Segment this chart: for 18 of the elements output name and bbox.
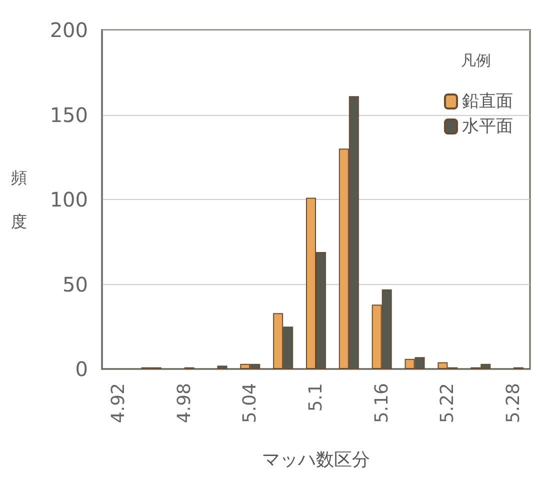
y-tick-label: 0 [75, 357, 88, 381]
x-tick-label: 5.22 [437, 383, 458, 424]
x-tick-label: 5.16 [371, 383, 392, 424]
x-tick-label: 4.92 [108, 383, 129, 424]
y-tick-label: 100 [50, 188, 88, 212]
y-tick-label: 150 [50, 102, 88, 127]
y-tick-label: 200 [50, 18, 88, 42]
x-tick-label: 5.04 [240, 383, 261, 424]
x-tick-label: 5.1 [306, 383, 326, 412]
legend-label: 水平面 [462, 116, 513, 136]
x-tick-label: 4.98 [174, 383, 195, 424]
y-tick-label: 50 [62, 272, 88, 296]
bar [217, 366, 228, 369]
x-tick-label: 5.28 [503, 383, 524, 424]
legend-title: 凡例 [461, 52, 491, 70]
x-axis-title: マッハ数区分 [262, 450, 370, 470]
legend-label: 鉛直面 [462, 92, 513, 112]
text: 頻度 [11, 168, 27, 231]
